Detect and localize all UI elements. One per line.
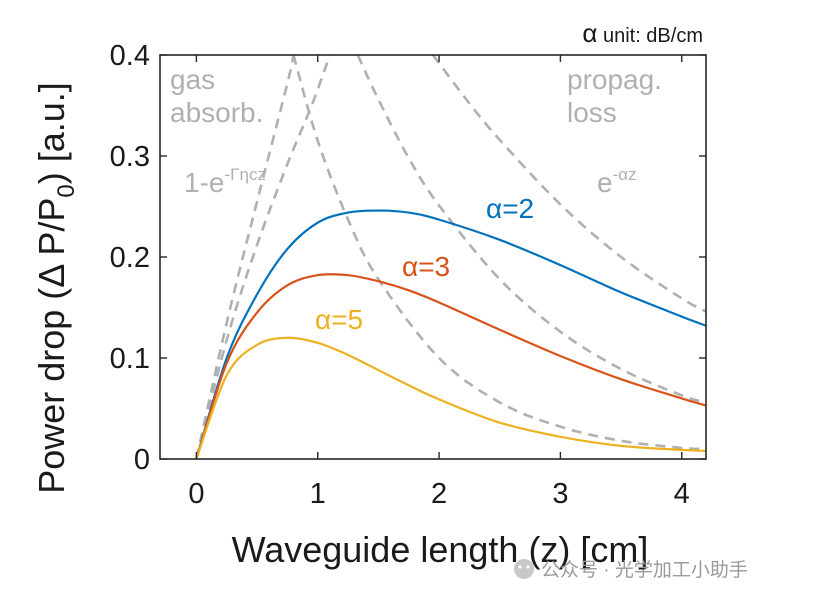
y-tick-label: 0.2 [110, 242, 150, 274]
unit-note: α unit: dB/cm [582, 18, 703, 48]
y-tick-label: 0.4 [110, 40, 150, 72]
envelope-curves [195, 55, 706, 459]
watermark: 公众号 · 光学加工小助手 [514, 559, 748, 581]
y-tick-label: 0.3 [110, 141, 150, 173]
series-label-alpha-5: α=5 [315, 304, 363, 335]
envelope-curve-4 [431, 55, 706, 313]
envelope-curve-0 [195, 55, 332, 459]
x-tick-label: 4 [674, 478, 690, 510]
axis-ticks: 0 1 2 3 4 0 0.1 0.2 0.3 0.4 [110, 40, 706, 510]
annotation-propag: propag. [567, 64, 662, 95]
envelope-curve-3 [356, 55, 706, 404]
data-series [195, 209, 706, 459]
envelope-curve-2 [292, 55, 706, 451]
series-label-alpha-2: α=2 [486, 193, 534, 224]
series-line-alpha-2 [195, 209, 706, 459]
x-tick-label: 2 [431, 478, 447, 510]
annotation-absorb: absorb. [170, 97, 263, 128]
x-tick-label: 3 [552, 478, 568, 510]
x-tick-label: 0 [188, 478, 204, 510]
annotation-decay-formula: e-αz [597, 165, 637, 198]
y-tick-label: 0 [134, 444, 150, 476]
annotation-loss: loss [567, 97, 617, 128]
series-line-alpha-3 [195, 273, 706, 459]
annotation-growth-formula: 1-e-Γηcz [184, 165, 266, 198]
series-label-alpha-3: α=3 [402, 251, 450, 282]
x-tick-label: 1 [310, 478, 326, 510]
y-axis-label: Power drop (Δ P/P0) [a.u.] [31, 82, 80, 494]
x-axis-label: Waveguide length (z) [cm] [232, 529, 649, 570]
annotation-gas: gas [170, 64, 215, 95]
series-line-alpha-5 [195, 336, 706, 459]
wechat-icon [514, 559, 534, 579]
y-tick-label: 0.1 [110, 343, 150, 375]
watermark-text: 公众号 · 光学加工小助手 [541, 559, 748, 581]
